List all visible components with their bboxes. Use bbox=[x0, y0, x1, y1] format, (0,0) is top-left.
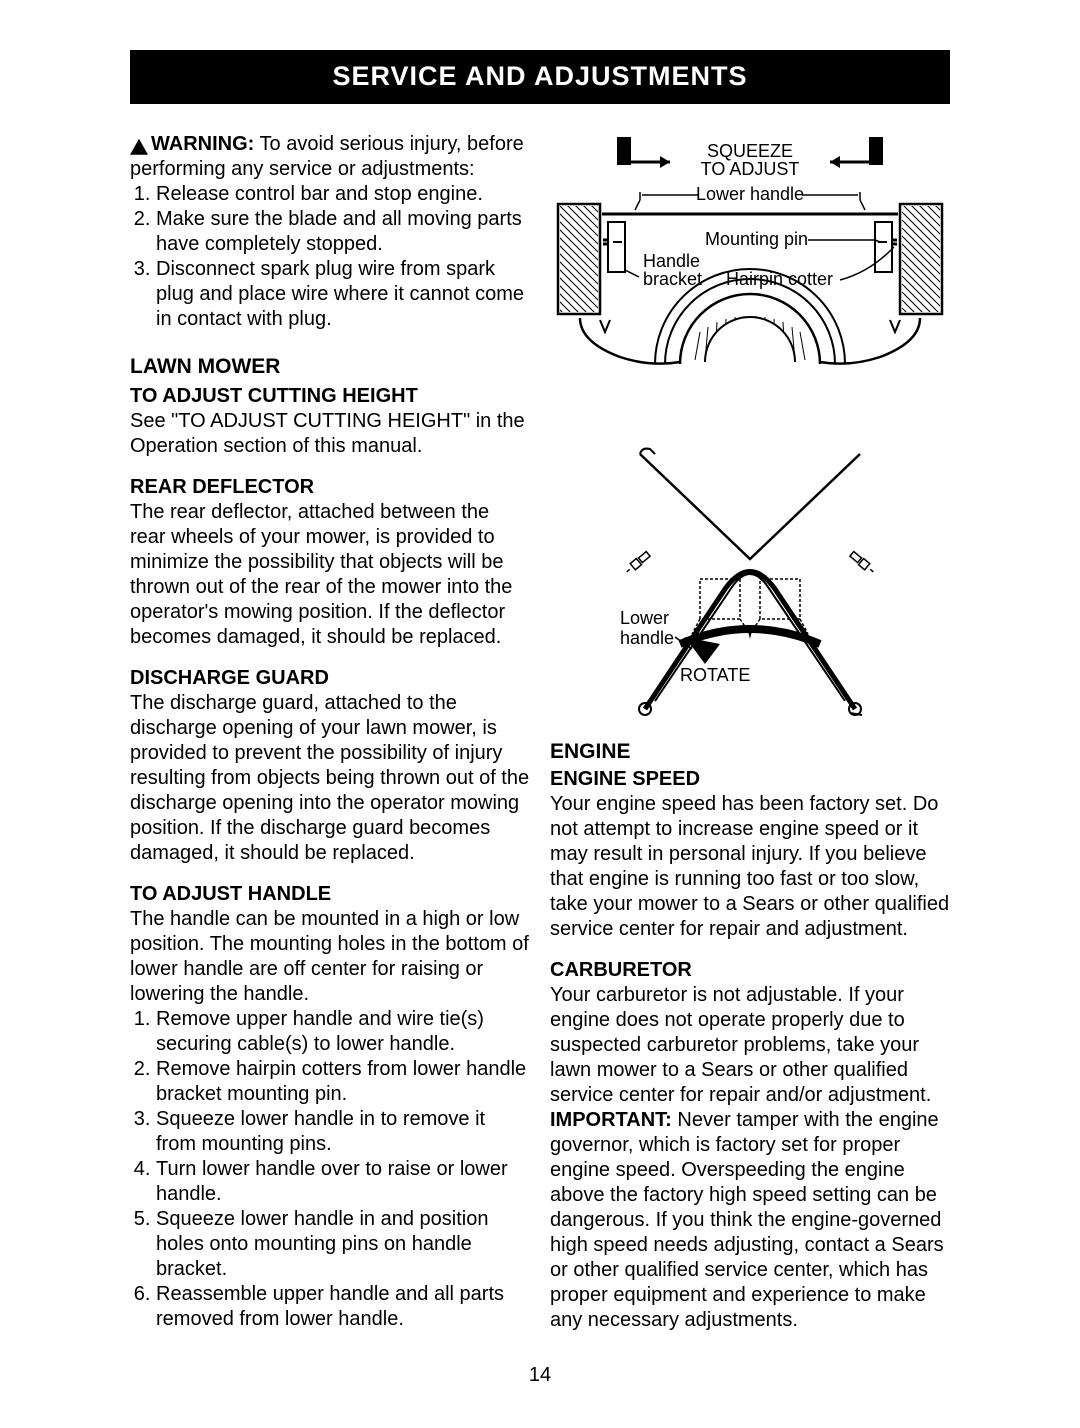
subsection-text: Your engine speed has been factory set. … bbox=[550, 792, 950, 942]
left-wheel-icon bbox=[558, 204, 600, 314]
list-item: Turn lower handle over to raise or lower… bbox=[156, 1157, 530, 1207]
important-label: IMPORTANT: bbox=[550, 1109, 672, 1131]
right-wheel-icon bbox=[900, 204, 942, 314]
diagram-label: bracket bbox=[643, 269, 702, 289]
header-bar: SERVICE AND ADJUSTMENTS bbox=[130, 50, 950, 104]
subsection-title: CARBURETOR bbox=[550, 958, 950, 983]
two-column-layout: WARNING: To avoid serious injury, before… bbox=[130, 132, 950, 1333]
section-title-lawn-mower: LAWN MOWER bbox=[130, 354, 530, 380]
diagram-label: Lower handle bbox=[696, 184, 804, 204]
diagram-label: Lower bbox=[620, 608, 669, 628]
warning-icon bbox=[130, 139, 148, 155]
warning-label: WARNING: bbox=[151, 133, 254, 155]
adjust-handle-steps: Remove upper handle and wire tie(s) secu… bbox=[130, 1007, 530, 1332]
diagram-label: handle bbox=[620, 628, 674, 648]
list-item: Remove upper handle and wire tie(s) secu… bbox=[156, 1007, 530, 1057]
warning-paragraph: WARNING: To avoid serious injury, before… bbox=[130, 132, 530, 182]
subsection-text: The rear deflector, attached between the… bbox=[130, 500, 530, 650]
diagram-label: Mounting pin bbox=[705, 229, 808, 249]
list-item: Remove hairpin cotters from lower handle… bbox=[156, 1057, 530, 1107]
diagram-label: Hairpin cotter bbox=[726, 269, 833, 289]
important-paragraph: IMPORTANT: Never tamper with the engine … bbox=[550, 1108, 950, 1333]
subsection-text: Your carburetor is not adjustable. If yo… bbox=[550, 983, 950, 1108]
subsection-title: TO ADJUST CUTTING HEIGHT bbox=[130, 384, 530, 409]
list-item: Disconnect spark plug wire from spark pl… bbox=[156, 257, 530, 332]
list-item: Squeeze lower handle in and position hol… bbox=[156, 1207, 530, 1282]
list-item: Release control bar and stop engine. bbox=[156, 182, 530, 207]
important-text: Never tamper with the engine governor, w… bbox=[550, 1109, 944, 1331]
subsection-title: ENGINE SPEED bbox=[550, 767, 950, 792]
list-item: Make sure the blade and all moving parts… bbox=[156, 207, 530, 257]
subsection-title: DISCHARGE GUARD bbox=[130, 666, 530, 691]
right-column: SQUEEZE TO ADJUST bbox=[550, 132, 950, 1333]
warning-list: Release control bar and stop engine. Mak… bbox=[130, 182, 530, 332]
subsection-text: See "TO ADJUST CUTTING HEIGHT" in the Op… bbox=[130, 409, 530, 459]
left-column: WARNING: To avoid serious injury, before… bbox=[130, 132, 530, 1333]
list-item: Squeeze lower handle in to remove it fro… bbox=[156, 1107, 530, 1157]
subsection-title: REAR DEFLECTOR bbox=[130, 475, 530, 500]
section-title-engine: ENGINE bbox=[550, 739, 950, 765]
subsection-text: The handle can be mounted in a high or l… bbox=[130, 907, 530, 1007]
subsection-title: TO ADJUST HANDLE bbox=[130, 882, 530, 907]
diagram-handle-adjust: SQUEEZE TO ADJUST bbox=[550, 132, 950, 422]
diagram-label: Handle bbox=[643, 251, 700, 271]
diagram-label: TO ADJUST bbox=[701, 159, 800, 179]
diagram-label: SQUEEZE bbox=[707, 141, 793, 161]
diagram-label: ROTATE bbox=[680, 665, 750, 685]
diagram-handle-rotate: Lower handle ROTATE bbox=[550, 439, 950, 724]
list-item: Reassemble upper handle and all parts re… bbox=[156, 1282, 530, 1332]
page-number: 14 bbox=[130, 1363, 950, 1388]
subsection-text: The discharge guard, attached to the dis… bbox=[130, 691, 530, 866]
